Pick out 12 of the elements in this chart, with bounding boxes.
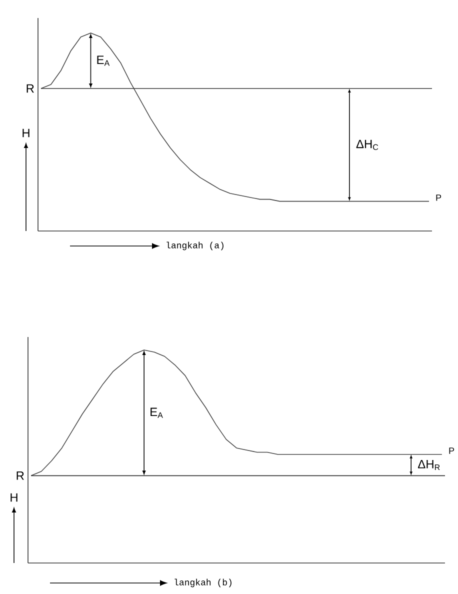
annotation: ΔH$_{C}$	[356, 140, 378, 150]
text: P	[436, 194, 442, 201]
y-axis-title: H	[10, 493, 18, 502]
text: P	[449, 448, 454, 454]
ref-line-label: R	[16, 472, 24, 480]
annotation: ΔH$_{R}$	[418, 460, 440, 470]
x-axis-title: langkah (a)	[166, 242, 224, 250]
annotation: E$_{A}$	[97, 56, 110, 66]
annotation: E$_{A}$	[150, 408, 163, 418]
x-axis-title: langkah (b)	[174, 578, 232, 588]
ref-line-label: R	[26, 84, 34, 93]
y-axis-title: H	[22, 128, 30, 138]
